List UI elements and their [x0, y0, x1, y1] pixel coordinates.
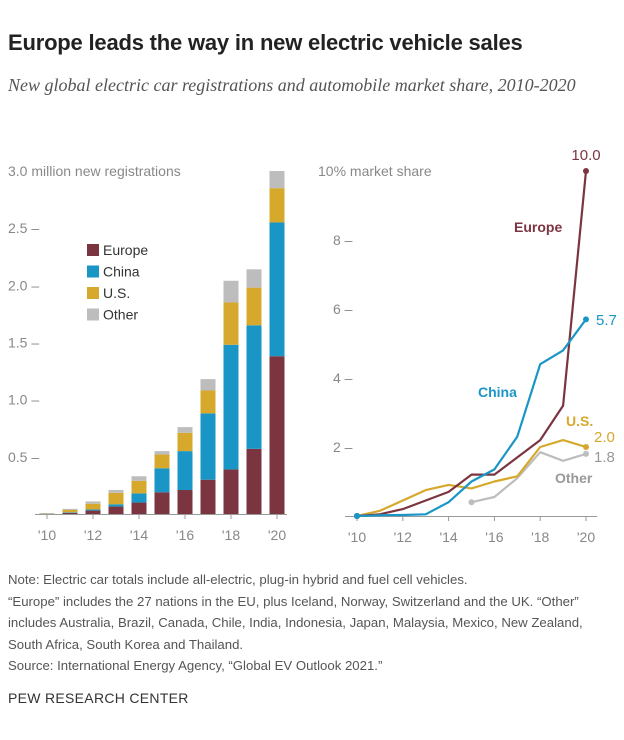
- bar-china-2012: [85, 509, 101, 511]
- notes: Note: Electric car totals include all-el…: [8, 569, 620, 677]
- x-tick-label: '16: [176, 527, 194, 543]
- legend-label: Europe: [103, 242, 148, 258]
- end-label-us: 2.0: [594, 429, 615, 446]
- bar-other-2011: [62, 508, 78, 510]
- start-point-china: [354, 513, 360, 519]
- bar-other-2013: [108, 489, 124, 493]
- bar-china-2011: [62, 512, 78, 513]
- bar-china-2016: [177, 451, 193, 490]
- bar-europe-2015: [154, 492, 170, 514]
- y-tick-label: 1.5 –: [8, 335, 39, 351]
- legend-swatch-china: [87, 265, 99, 278]
- bar-europe-2014: [131, 502, 147, 514]
- bar-china-2017: [200, 413, 216, 480]
- y-axis-title: 10% market share: [318, 163, 432, 179]
- bar-us-2011: [62, 509, 78, 513]
- legend-swatch-europe: [87, 244, 99, 256]
- bar-other-2012: [85, 501, 101, 504]
- legend-label: Other: [103, 307, 138, 323]
- bar-us-2015: [154, 454, 170, 469]
- bar-china-2019: [246, 325, 262, 449]
- bar-europe-2020: [269, 356, 285, 514]
- x-tick-label: '12: [84, 527, 102, 543]
- y-tick-label: 2.0 –: [8, 277, 39, 293]
- start-point-other: [468, 499, 475, 506]
- bar-other-2016: [177, 427, 193, 433]
- bar-europe-2019: [246, 448, 262, 514]
- end-label-europe: 10.0: [571, 147, 600, 164]
- bar-other-2020: [269, 171, 285, 189]
- bar-us-2018: [223, 302, 239, 345]
- bar-china-2015: [154, 468, 170, 493]
- bar-europe-2016: [177, 489, 193, 514]
- bar-europe-2013: [108, 506, 124, 514]
- x-tick-label: '20: [577, 529, 595, 545]
- series-label-china: China: [478, 384, 517, 400]
- bar-other-2018: [223, 280, 239, 303]
- series-label-us: U.S.: [566, 413, 593, 429]
- series-label-other: Other: [555, 470, 593, 486]
- bar-us-2019: [246, 287, 262, 326]
- bar-us-2012: [85, 503, 101, 510]
- bar-china-2020: [269, 222, 285, 357]
- y-tick-label: 8 –: [333, 232, 353, 248]
- line-us: [356, 439, 587, 518]
- y-tick-label: 1.0 –: [8, 392, 39, 408]
- bar-us-2013: [108, 492, 124, 505]
- legend-swatch-other: [87, 308, 99, 321]
- line-other: [471, 451, 587, 504]
- bar-us-2014: [131, 480, 147, 494]
- note-definitions: “Europe” includes the 27 nations in the …: [8, 593, 583, 652]
- line-europe: [356, 170, 588, 518]
- bar-europe-2018: [223, 469, 239, 514]
- bar-us-2017: [200, 390, 216, 414]
- bar-china-2014: [131, 493, 147, 503]
- x-tick-label: '18: [222, 527, 240, 543]
- end-point-europe: [583, 168, 589, 174]
- note-text: Note: Electric car totals include all-el…: [8, 572, 468, 587]
- x-tick-label: '18: [531, 529, 549, 545]
- bar-other-2015: [154, 451, 170, 455]
- y-axis-title: 3.0 million new registrations: [8, 163, 181, 179]
- bar-other-2017: [200, 379, 216, 391]
- y-tick-label: 2 –: [333, 439, 353, 455]
- y-tick-label: 2.5 –: [8, 220, 39, 236]
- x-tick-label: '14: [439, 529, 457, 545]
- bar-china-2018: [223, 344, 239, 470]
- legend-swatch-us: [87, 287, 99, 299]
- y-tick-label: 6 –: [333, 301, 353, 317]
- series-label-europe: Europe: [514, 219, 562, 235]
- x-tick-label: '10: [348, 529, 366, 545]
- chart-subtitle: New global electric car registrations an…: [8, 75, 576, 95]
- bar-europe-2011: [62, 512, 78, 514]
- bar-europe-2017: [200, 479, 216, 514]
- charts-svg: 3.0 million new registrations 0.5 – 1.0 – 1…: [8, 147, 617, 545]
- x-tick-label: '20: [268, 527, 286, 543]
- source-text: Source: International Energy Agency, “Gl…: [8, 658, 383, 673]
- end-point-us: [583, 444, 589, 450]
- end-label-other: 1.8: [594, 449, 615, 466]
- y-tick-label: 4 –: [333, 370, 353, 386]
- bar-other-2014: [131, 476, 147, 481]
- line-china: [356, 318, 587, 518]
- bar-china-2013: [108, 504, 124, 507]
- y-tick-label: 0.5 –: [8, 449, 39, 465]
- x-tick-label: '10: [38, 527, 56, 543]
- bar-other-2019: [246, 269, 262, 288]
- bar-us-2020: [269, 188, 285, 223]
- legend-label: U.S.: [103, 285, 130, 301]
- x-tick-label: '14: [130, 527, 148, 543]
- end-point-china: [583, 316, 589, 323]
- x-tick-label: '16: [485, 529, 503, 545]
- chart-title: Europe leads the way in new electric veh…: [8, 30, 523, 55]
- end-point-other: [583, 450, 589, 457]
- bar-europe-2012: [85, 510, 101, 514]
- x-tick-label: '12: [394, 529, 412, 545]
- end-label-china: 5.7: [596, 312, 617, 329]
- bar-us-2016: [177, 432, 193, 452]
- legend-label: China: [103, 264, 140, 280]
- brand-logo-text: PEW RESEARCH CENTER: [8, 690, 189, 706]
